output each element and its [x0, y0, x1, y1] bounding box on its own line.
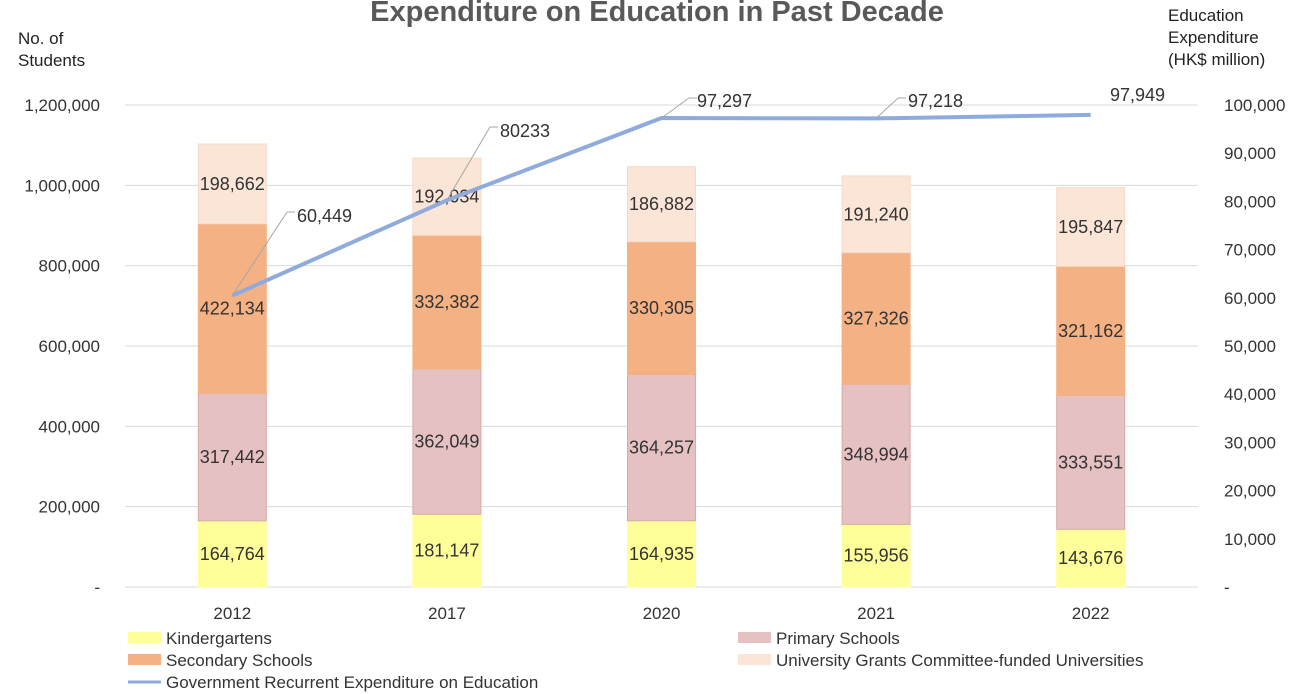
bar-segment	[841, 175, 911, 254]
line-data-label: 80233	[500, 121, 550, 141]
bar-segment	[412, 234, 482, 370]
bar-data-label: 364,257	[629, 438, 694, 458]
x-tick-label: 2012	[213, 604, 251, 623]
left-axis-title: No. of Students	[18, 29, 85, 70]
bar-data-label: 198,662	[200, 174, 265, 194]
bar-data-label: 317,442	[200, 447, 265, 467]
bar-segment	[841, 383, 911, 525]
x-tick-label: 2017	[428, 604, 466, 623]
bar-segment	[1056, 394, 1126, 530]
right-tick-label: 100,000	[1224, 96, 1285, 115]
right-axis-title-line: Education	[1168, 6, 1244, 25]
bar-segment	[1056, 528, 1126, 588]
left-tick-label: -	[94, 578, 100, 597]
chart-title: Expenditure on Education in Past Decade	[370, 0, 944, 28]
legend-swatch	[128, 654, 161, 665]
bar-data-label: 192,034	[414, 187, 479, 207]
right-tick-label: 70,000	[1224, 241, 1276, 260]
bar-segment	[1056, 265, 1126, 396]
right-tick-label: -	[1224, 578, 1230, 597]
data-label-leader	[446, 126, 491, 201]
bar-segment	[627, 520, 696, 588]
bar-data-label: 330,305	[629, 298, 694, 318]
legend-label: University Grants Committee-funded Unive…	[776, 651, 1144, 670]
right-tick-label: 30,000	[1224, 433, 1276, 452]
right-axis-ticks: - 10,000 20,000 30,000 40,000 50,000 60,000 70,…	[1224, 96, 1285, 597]
bar-segment	[627, 241, 696, 375]
right-axis-title: Education Expenditure (HK$ million)	[1168, 6, 1265, 69]
right-tick-label: 60,000	[1224, 289, 1276, 308]
expenditure-line: 60,449 80233 97,297 97,218 97,949	[231, 85, 1165, 298]
bar-segment	[412, 157, 482, 236]
line-data-label: 60,449	[297, 206, 352, 226]
bar-data-label: 186,882	[629, 194, 694, 214]
bar-segment	[627, 166, 696, 243]
data-label-leader	[231, 211, 288, 296]
right-axis-title-line: Expenditure	[1168, 28, 1259, 47]
legend-swatch	[128, 632, 161, 643]
legend-label: Primary Schools	[776, 629, 900, 648]
line-data-label: 97,949	[1110, 85, 1165, 105]
bar-data-label: 332,382	[414, 292, 479, 312]
bar-data-label: 164,935	[629, 544, 694, 564]
bar-segment	[1056, 187, 1126, 267]
legend: Kindergartens Primary Schools Secondary Sc…	[128, 629, 1144, 692]
bar-data-label: 195,847	[1058, 217, 1123, 237]
bar-segment	[841, 252, 911, 385]
left-tick-label: 800,000	[39, 257, 100, 276]
left-axis-title-line: No. of	[18, 29, 64, 48]
x-tick-label: 2022	[1072, 604, 1110, 623]
left-tick-label: 1,000,000	[24, 176, 100, 195]
legend-label: Secondary Schools	[166, 651, 312, 670]
legend-label: Government Recurrent Expenditure on Educ…	[166, 673, 538, 692]
bar-data-label: 155,956	[844, 546, 909, 566]
bar-segment	[197, 520, 267, 588]
bar-data-label: 321,162	[1058, 321, 1123, 341]
bar-segment	[197, 223, 267, 394]
bar-data-label: 164,764	[200, 544, 265, 564]
bar-data-label: 422,134	[200, 299, 265, 319]
left-tick-label: 200,000	[39, 498, 100, 517]
line-data-label: 97,297	[697, 91, 752, 111]
right-tick-label: 50,000	[1224, 337, 1276, 356]
right-tick-label: 10,000	[1224, 530, 1276, 549]
x-tick-label: 2021	[857, 604, 895, 623]
bar-segment	[197, 392, 267, 522]
legend-label: Kindergartens	[166, 629, 272, 648]
bar-data-label: 333,551	[1058, 452, 1123, 472]
bar-segment	[197, 143, 267, 225]
left-tick-label: 400,000	[39, 417, 100, 436]
stacked-bars	[197, 143, 1126, 588]
left-axis-title-line: Students	[18, 51, 85, 70]
bar-segment	[412, 513, 482, 588]
line-data-label: 97,218	[908, 91, 963, 111]
bar-data-label: 181,147	[414, 541, 479, 561]
legend-swatch	[738, 632, 771, 643]
left-tick-label: 600,000	[39, 337, 100, 356]
data-label-leader	[661, 97, 690, 119]
x-axis-ticks: 2012 2017 2020 2021 2022	[213, 604, 1109, 623]
legend-swatch	[738, 654, 771, 665]
right-tick-label: 80,000	[1224, 192, 1276, 211]
right-tick-label: 90,000	[1224, 144, 1276, 163]
bar-data-label: 191,240	[844, 204, 909, 224]
left-axis-ticks: - 200,000 400,000 600,000 800,000 1,000,000 1,…	[24, 96, 100, 597]
bar-segment	[841, 523, 911, 588]
bar-data-label: 327,326	[844, 308, 909, 328]
right-tick-label: 40,000	[1224, 385, 1276, 404]
bar-segment	[412, 368, 482, 515]
bar-data-label: 143,676	[1058, 548, 1123, 568]
right-tick-label: 20,000	[1224, 482, 1276, 501]
bar-segment	[627, 373, 696, 522]
bar-data-label: 348,994	[844, 444, 909, 464]
bar-data-label: 362,049	[414, 432, 479, 452]
left-tick-label: 1,200,000	[24, 96, 100, 115]
x-tick-label: 2020	[643, 604, 681, 623]
data-label-leader	[875, 97, 899, 119]
bar-data-labels: 164,764 317,442 422,134 198,662 181,147 362,0…	[200, 174, 1123, 568]
right-axis-title-line: (HK$ million)	[1168, 50, 1265, 69]
